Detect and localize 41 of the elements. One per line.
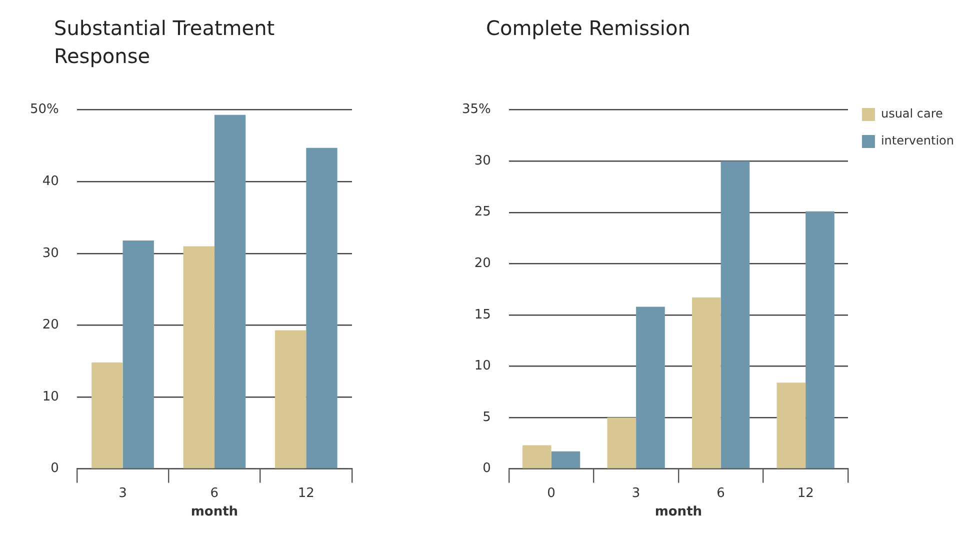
chart-title: Complete Remission (486, 15, 692, 42)
x-tick-label: 12 (797, 486, 814, 501)
y-tick-label: 25 (474, 204, 491, 220)
y-tick-label: 40 (42, 174, 59, 189)
x-axis-title: month (654, 504, 702, 520)
x-tick-label: 6 (210, 486, 219, 501)
bar (720, 161, 750, 468)
bar (122, 240, 154, 468)
bar (551, 451, 580, 468)
y-tick-label: 0 (50, 461, 59, 476)
y-tick-label: 0 (482, 461, 491, 476)
bar (92, 362, 123, 468)
y-tick-label: 5 (482, 410, 491, 425)
x-tick-label: 3 (118, 486, 127, 501)
legend-label: usual care (880, 106, 943, 121)
x-tick-label: 3 (632, 486, 640, 501)
bar (607, 418, 636, 468)
x-tick-label: 0 (547, 486, 556, 501)
y-tick-label: 30 (42, 246, 59, 261)
y-tick-label: 20 (474, 256, 491, 272)
y-tick-label: 15 (474, 307, 491, 322)
bar (776, 382, 806, 468)
x-tick-label: 12 (298, 486, 314, 501)
y-tick-label: 10 (474, 358, 491, 374)
y-tick-label: 35% (462, 102, 491, 118)
legend-label: intervention (880, 134, 954, 148)
bar (636, 306, 665, 468)
bar (274, 330, 306, 468)
x-axis-title: month (190, 504, 238, 520)
bar (214, 114, 246, 468)
y-tick-label: 50% (30, 102, 59, 118)
y-tick-label: 20 (42, 318, 59, 333)
bar (692, 298, 721, 468)
y-tick-label: 10 (42, 389, 59, 404)
y-tick-label: 30 (474, 153, 491, 168)
bar (806, 211, 834, 468)
bar (522, 445, 552, 468)
bar (306, 148, 338, 468)
bar (183, 246, 214, 468)
chart-title: Substantial Treatment Response (54, 15, 276, 70)
x-tick-label: 6 (716, 486, 725, 501)
